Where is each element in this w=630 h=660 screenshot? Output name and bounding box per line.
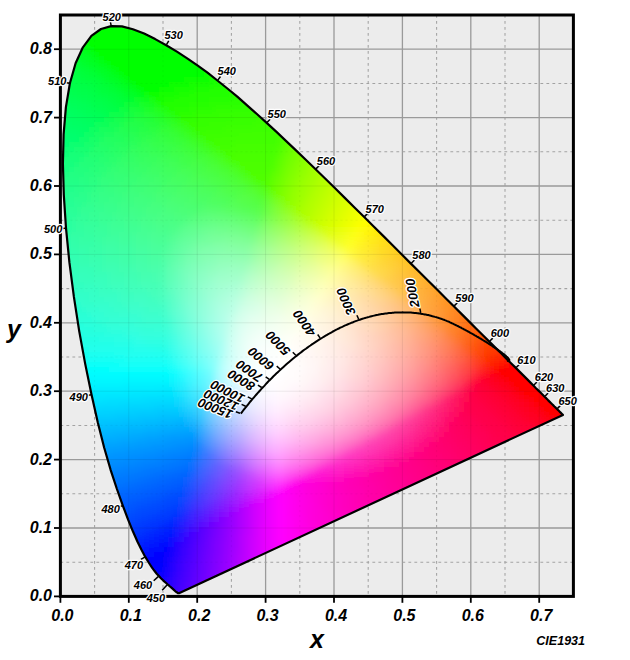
svg-text:510: 510 bbox=[48, 75, 67, 87]
svg-text:0.3: 0.3 bbox=[256, 607, 278, 624]
svg-text:0.0: 0.0 bbox=[51, 607, 73, 624]
svg-text:y: y bbox=[5, 315, 22, 343]
svg-text:650: 650 bbox=[558, 395, 577, 407]
svg-text:590: 590 bbox=[455, 292, 474, 304]
svg-text:450: 450 bbox=[146, 592, 166, 604]
svg-text:530: 530 bbox=[164, 29, 183, 41]
svg-text:0.4: 0.4 bbox=[325, 607, 347, 624]
svg-text:0.7: 0.7 bbox=[530, 607, 553, 624]
svg-text:0.4: 0.4 bbox=[30, 314, 52, 331]
svg-text:620: 620 bbox=[535, 371, 554, 383]
svg-text:470: 470 bbox=[124, 559, 144, 571]
svg-text:0.5: 0.5 bbox=[393, 607, 416, 624]
svg-text:0.1: 0.1 bbox=[120, 607, 142, 624]
svg-text:600: 600 bbox=[491, 327, 510, 339]
svg-text:630: 630 bbox=[546, 382, 565, 394]
svg-text:570: 570 bbox=[366, 203, 385, 215]
svg-text:0.2: 0.2 bbox=[188, 607, 210, 624]
svg-text:560: 560 bbox=[317, 155, 336, 167]
svg-text:550: 550 bbox=[268, 108, 287, 120]
svg-text:520: 520 bbox=[103, 11, 122, 23]
svg-text:500: 500 bbox=[44, 223, 63, 235]
svg-text:0.3: 0.3 bbox=[30, 382, 52, 399]
svg-text:0.7: 0.7 bbox=[30, 109, 53, 126]
svg-text:460: 460 bbox=[133, 579, 153, 591]
svg-text:490: 490 bbox=[69, 391, 89, 403]
svg-text:0.5: 0.5 bbox=[30, 245, 53, 262]
svg-text:0.2: 0.2 bbox=[30, 451, 52, 468]
svg-text:0.6: 0.6 bbox=[462, 607, 484, 624]
svg-text:540: 540 bbox=[218, 65, 237, 77]
svg-text:CIE1931: CIE1931 bbox=[536, 634, 585, 648]
svg-text:480: 480 bbox=[100, 503, 120, 515]
svg-text:x: x bbox=[308, 625, 325, 653]
svg-text:580: 580 bbox=[412, 249, 431, 261]
svg-text:0.6: 0.6 bbox=[30, 177, 52, 194]
svg-text:0.8: 0.8 bbox=[30, 40, 52, 57]
svg-text:0.0: 0.0 bbox=[30, 587, 52, 604]
svg-text:0.1: 0.1 bbox=[30, 519, 52, 536]
svg-text:610: 610 bbox=[517, 354, 536, 366]
